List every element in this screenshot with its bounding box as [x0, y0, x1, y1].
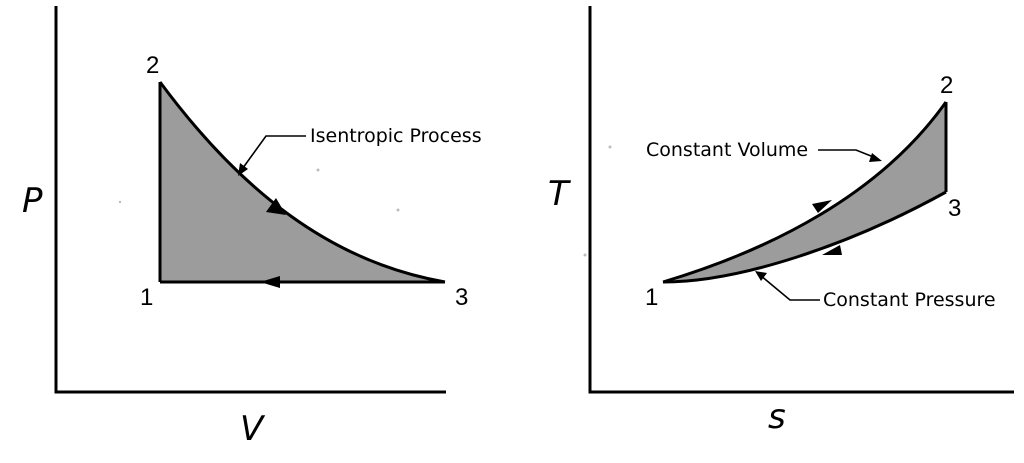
ts-x-axis-label: s [768, 397, 786, 437]
pv-isentropic-leader-arrow [238, 163, 248, 176]
ts-constant-pressure-curve [662, 190, 947, 284]
pv-isentropic-curve [158, 81, 446, 284]
ts-constant-pressure-label: Constant Pressure [823, 289, 996, 311]
pv-cycle-region [160, 82, 445, 282]
pv-y-axis-label: P [22, 181, 43, 221]
ts-state-1-label: 1 [645, 284, 658, 311]
pv-isentropic-leader [239, 135, 306, 173]
ts-arrow-1-2 [812, 200, 832, 213]
speck [583, 253, 587, 257]
ts-axes [588, 6, 1014, 394]
pv-isentropic-label: Isentropic Process [310, 125, 482, 147]
ts-y-axis-label: T [548, 174, 571, 214]
speck [396, 208, 400, 212]
pv-state-3-label: 3 [455, 284, 468, 311]
ts-constant-volume-label: Constant Volume [646, 139, 808, 161]
pv-x-axis-label: V [240, 409, 266, 449]
pv-state-1-label: 1 [140, 284, 153, 311]
pv-state-2-label: 2 [146, 52, 159, 79]
ts-state-3-label: 3 [948, 195, 961, 222]
ts-constant-volume-leader [818, 149, 877, 159]
ts-cycle-region [663, 102, 946, 282]
speck [316, 168, 320, 172]
ts-constant-pressure-leader-arrow [755, 271, 767, 281]
pv-arrow-2-3 [266, 198, 286, 215]
scan-specks [118, 145, 612, 257]
ts-constant-volume-curve [662, 101, 948, 284]
pv-diagram: Isentropic Process 2 1 3 P V [22, 6, 482, 449]
ts-arrow-3-1 [822, 245, 842, 255]
ts-diagram: Constant Volume Constant Pressure 2 3 1 … [548, 6, 1014, 437]
ts-constant-volume-leader-arrow [869, 153, 882, 162]
pv-axes [54, 6, 446, 394]
ts-constant-pressure-leader [759, 274, 820, 301]
speck [608, 145, 612, 149]
pv-arrow-3-1 [260, 276, 280, 288]
speck [118, 200, 122, 204]
ts-state-2-label: 2 [940, 72, 953, 99]
